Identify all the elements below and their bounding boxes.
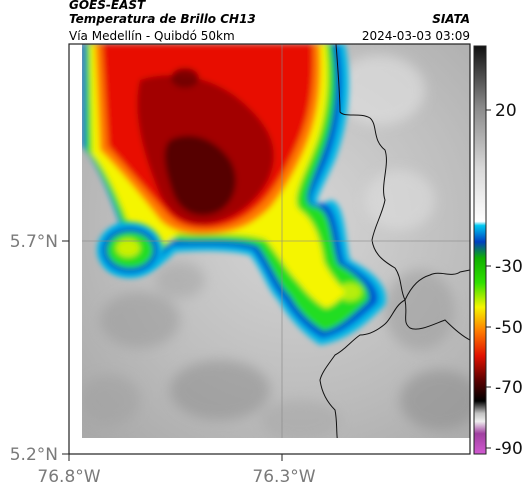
colorbar-label: -70	[495, 378, 523, 398]
brand-label: SIATA	[432, 12, 470, 26]
plot-frame	[68, 43, 471, 455]
western-cloud-cell	[97, 222, 163, 278]
colorbar-label: 20	[495, 101, 517, 121]
coastline-borders	[319, 44, 470, 438]
colorbar	[473, 45, 487, 455]
product-title: Temperatura de Brillo CH13	[69, 12, 256, 26]
source-title: GOES-EAST	[69, 0, 146, 12]
convective-cloud-system	[82, 44, 386, 345]
lon-tick-label: 76.8°W	[37, 467, 100, 487]
cloud-texture	[82, 55, 470, 438]
lat-tick-label: 5.2°N	[10, 445, 58, 465]
graticule	[82, 44, 470, 438]
axis-ticks	[62, 240, 283, 461]
lon-tick-label: 76.3°W	[252, 467, 315, 487]
colorbar-label: -90	[495, 439, 523, 459]
region-subtitle: Vía Medellín - Quibdó 50km	[69, 29, 235, 43]
lat-tick-label: 5.7°N	[10, 232, 58, 252]
timestamp-label: 2024-03-03 03:09	[361, 29, 470, 43]
colorbar-label: -30	[495, 257, 523, 277]
colorbar-ticks	[486, 109, 491, 449]
colorbar-label: -50	[495, 318, 523, 338]
